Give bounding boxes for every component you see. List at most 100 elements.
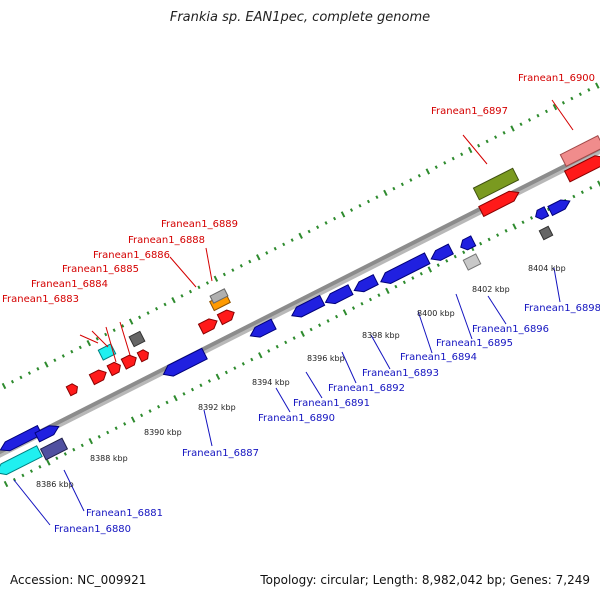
scale-label: 8400 kbp [417, 309, 455, 318]
gene-arrow-15 [535, 206, 550, 220]
inner-scale-tick [309, 327, 313, 332]
reverse-gene-leader [455, 293, 473, 340]
reverse-gene-leader [13, 479, 51, 526]
outer-scale-tick [70, 349, 74, 354]
inner-scale-tick [29, 469, 33, 473]
gene-arrow-29 [472, 167, 520, 201]
outer-scale-tick [19, 375, 23, 380]
inner-scale-tick [140, 413, 144, 418]
forward-gene-label: Franean1_6888 [128, 235, 205, 246]
outer-scale-ticks [1, 82, 600, 390]
inner-scale-tick [241, 362, 245, 366]
inner-scale-tick [318, 323, 322, 328]
inner-scale-tick [215, 373, 221, 380]
outer-scale-tick [112, 328, 116, 333]
outer-scale-tick [460, 152, 464, 157]
outer-scale-tick [417, 173, 421, 178]
reverse-gene-leader [341, 351, 357, 384]
inner-scale-tick [250, 357, 254, 362]
inner-scale-tick [496, 233, 500, 237]
outer-scale-tick [10, 379, 15, 384]
gene-arrow-6 [249, 318, 277, 338]
inner-scale-tick [360, 301, 364, 306]
outer-scale-tick [552, 103, 558, 111]
inner-scale-tick [190, 387, 195, 392]
reverse-gene-label: Franean1_6887 [182, 448, 259, 459]
outer-scale-tick [494, 135, 498, 139]
outer-scale-tick [231, 268, 235, 272]
inner-scale-tick [377, 293, 381, 297]
gene-arrow-10 [380, 252, 431, 285]
inner-scale-tick [351, 306, 356, 310]
forward-gene-label: Franean1_6897 [431, 106, 508, 117]
outer-scale-tick [222, 272, 226, 277]
reverse-gene-leader [553, 267, 561, 303]
gene-arrow-3 [0, 445, 43, 476]
reverse-gene-leader [275, 387, 291, 413]
reverse-gene-label: Franean1_6891 [293, 398, 370, 409]
outer-scale-tick [340, 211, 346, 218]
forward-gene-leader [105, 326, 117, 363]
gene-arrow-20 [120, 354, 137, 370]
scale-label: 8390 kbp [144, 428, 182, 437]
outer-scale-tick [44, 361, 49, 368]
outer-scale-tick [188, 289, 193, 294]
outer-scale-tick [316, 225, 320, 230]
forward-gene-label: Franean1_6886 [93, 250, 170, 261]
inner-scale-tick [589, 186, 593, 190]
genome-summary-text: Topology: circular; Length: 8,982,042 bp… [260, 573, 590, 587]
inner-scale-tick [233, 366, 237, 370]
gene-arrow-5 [162, 347, 208, 377]
outer-scale-tick [324, 221, 328, 225]
reverse-gene-leader [370, 334, 391, 370]
backbone-line [0, 146, 600, 455]
forward-gene-leader [462, 134, 488, 165]
outer-scale-tick [434, 165, 438, 169]
reverse-gene-label: Franean1_6896 [472, 324, 549, 335]
inner-scale-tick [114, 426, 118, 431]
reverse-gene-label: Franean1_6890 [258, 413, 335, 424]
outer-scale-tick [282, 242, 286, 247]
outer-scale-tick [307, 229, 311, 234]
outer-scale-tick [128, 318, 134, 325]
outer-scale-tick [467, 146, 473, 154]
scale-label: 8396 kbp [307, 354, 345, 363]
gene-arrow-17 [65, 383, 79, 397]
outer-scale-tick [383, 189, 388, 197]
inner-scale-tick [529, 216, 534, 220]
inner-scale-tick [419, 271, 423, 276]
inner-scale-tick [267, 349, 271, 353]
forward-gene-leader [551, 99, 574, 131]
outer-scale-tick [256, 254, 261, 261]
inner-scale-tick [224, 370, 228, 375]
outer-scale-tick [510, 125, 515, 132]
outer-scale-tick [61, 354, 65, 358]
scale-label: 8386 kbp [36, 480, 74, 489]
forward-gene-label: Franean1_6889 [161, 219, 238, 230]
outer-scale-tick [265, 251, 269, 255]
outer-scale-tick [180, 294, 184, 298]
label-leader-lines [13, 99, 574, 526]
inner-scale-tick [55, 456, 59, 461]
inner-scale-tick [182, 392, 186, 396]
outer-scale-tick [163, 302, 167, 307]
gene-arrow-27 [209, 288, 229, 304]
inner-scale-tick [394, 284, 398, 289]
outer-scale-tick [400, 182, 404, 187]
outer-scale-tick [146, 311, 150, 315]
inner-scale-tick [63, 452, 67, 456]
outer-scale-tick [86, 339, 92, 347]
reverse-gene-leader [417, 310, 433, 354]
scale-label: 8404 kbp [528, 264, 566, 273]
forward-gene-leader [119, 321, 131, 356]
outer-scale-tick [477, 143, 481, 148]
outer-scale-tick [95, 337, 99, 341]
outer-scale-tick [1, 382, 7, 390]
forward-gene-label: Franean1_6900 [518, 73, 595, 84]
inner-scale-tick [512, 223, 517, 230]
gene-arrow-18 [88, 369, 107, 386]
inner-scale-tick [385, 287, 390, 295]
forward-gene-leader [169, 256, 197, 288]
gene-features [0, 135, 600, 476]
